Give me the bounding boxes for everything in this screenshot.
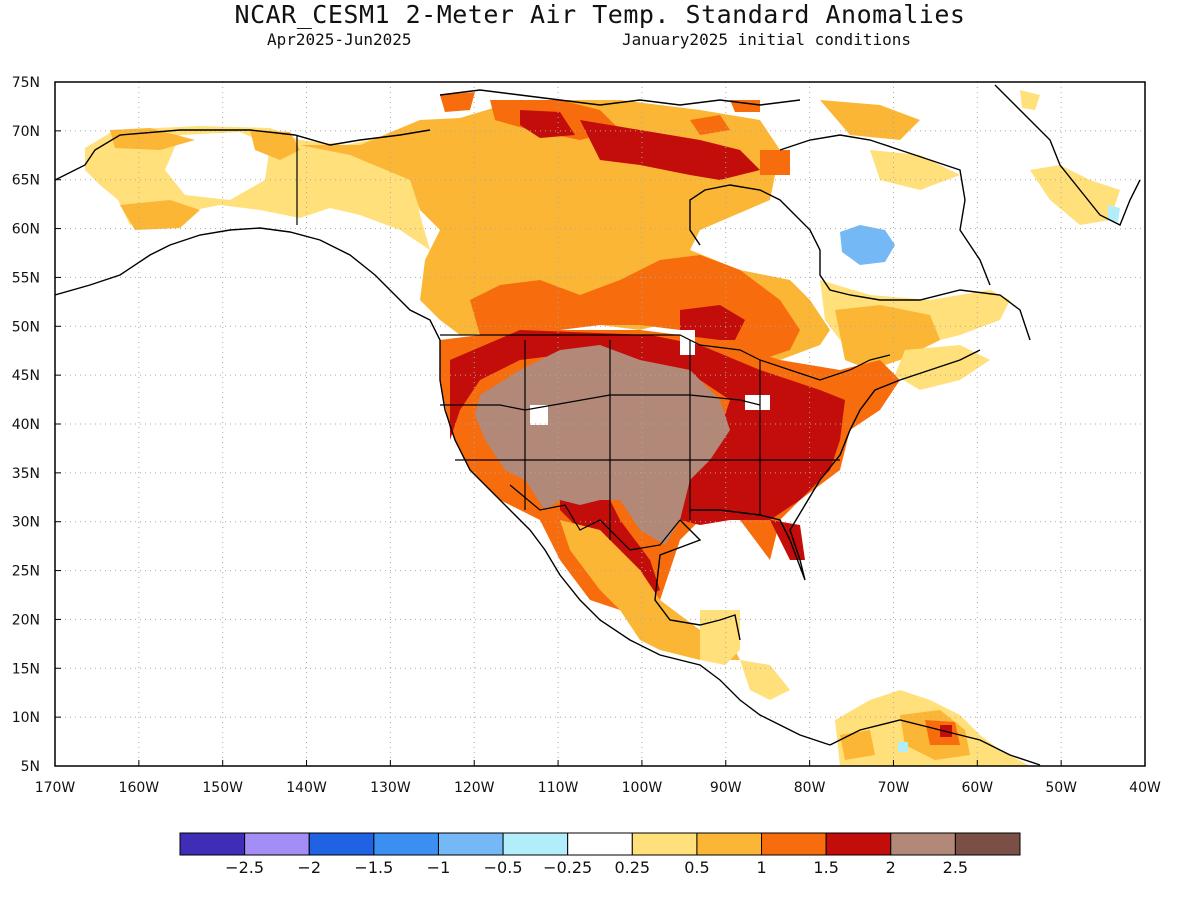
colorbar-swatch [825,832,892,856]
lon-label: 120W [454,780,495,796]
colorbar-swatch [502,832,569,856]
map-title: NCAR_CESM1 2-Meter Air Temp. Standard An… [234,0,966,29]
lat-label: 20N [12,612,40,628]
lon-label: 150W [202,780,243,796]
colorbar-swatch [179,832,246,856]
lat-label: 65N [12,173,40,189]
colorbar-label: 1.5 [813,858,838,877]
latitude-ticks [55,81,61,767]
lat-label: 45N [12,368,40,384]
lon-label: 90W [710,780,742,796]
lat-label: 25N [12,564,40,580]
colorbar-label: 2 [886,858,896,877]
lat-label: 75N [12,75,40,91]
colorbar-swatch [761,832,827,856]
lon-label: 100W [622,780,663,796]
lat-label: 70N [12,124,40,140]
anomaly-fill [85,90,1120,766]
init-label: January2025 initial conditions [622,30,911,49]
lat-label: 10N [12,710,40,726]
colorbar-label: 0.25 [614,858,650,877]
lon-label: 140W [286,780,327,796]
colorbar-label: −0.5 [484,858,523,877]
lon-label: 50W [1045,780,1077,796]
lon-label: 80W [794,780,826,796]
lat-label: 40N [12,417,40,433]
longitude-ticks [54,760,1146,766]
coastlines [55,84,1141,766]
lat-label: 30N [12,515,40,531]
lat-label: 60N [12,222,40,238]
lon-label: 40W [1129,780,1161,796]
latitude-labels: 75N 70N 65N 60N 55N 50N 45N 40N 35N 30N 25N 20N 15N 1… [12,75,40,775]
colorbar-label: 0.5 [684,858,709,877]
lon-label: 70W [878,780,910,796]
lat-label: 50N [12,319,40,335]
lon-label: 60W [961,780,993,796]
colorbar-label: −2.5 [225,858,264,877]
colorbar [179,832,1021,856]
lat-label: 55N [12,270,40,286]
colorbar-label: 2.5 [943,858,968,877]
colorbar-swatch [567,832,633,856]
colorbar-swatch [437,832,504,856]
colorbar-swatch [631,832,698,856]
colorbar-swatch [696,832,763,856]
longitude-labels: 170W 160W 150W 140W 130W 120W 110W 100W 90W 80W 70… [35,780,1161,796]
lon-label: 110W [538,780,579,796]
period-label: Apr2025-Jun2025 [267,30,412,49]
lon-label: 130W [370,780,411,796]
lon-label: 170W [35,780,76,796]
colorbar-label: 1 [756,858,766,877]
colorbar-label: −1.5 [354,858,393,877]
colorbar-label: −0.25 [543,858,592,877]
colorbar-swatch [373,832,439,856]
colorbar-label: −2 [297,858,321,877]
colorbar-swatch [954,832,1021,856]
colorbar-swatch [244,832,310,856]
lon-label: 160W [119,780,160,796]
colorbar-swatch [308,832,375,856]
colorbar-label: −1 [427,858,451,877]
lat-label: 5N [21,759,40,775]
colorbar-swatch [890,832,956,856]
lat-label: 35N [12,466,40,482]
colorbar-labels: −2.5 −2 −1.5 −1 −0.5 −0.25 0.25 0.5 1 1.5 2 2.5 [225,858,968,877]
political-borders [296,135,891,551]
lat-label: 15N [12,661,40,677]
